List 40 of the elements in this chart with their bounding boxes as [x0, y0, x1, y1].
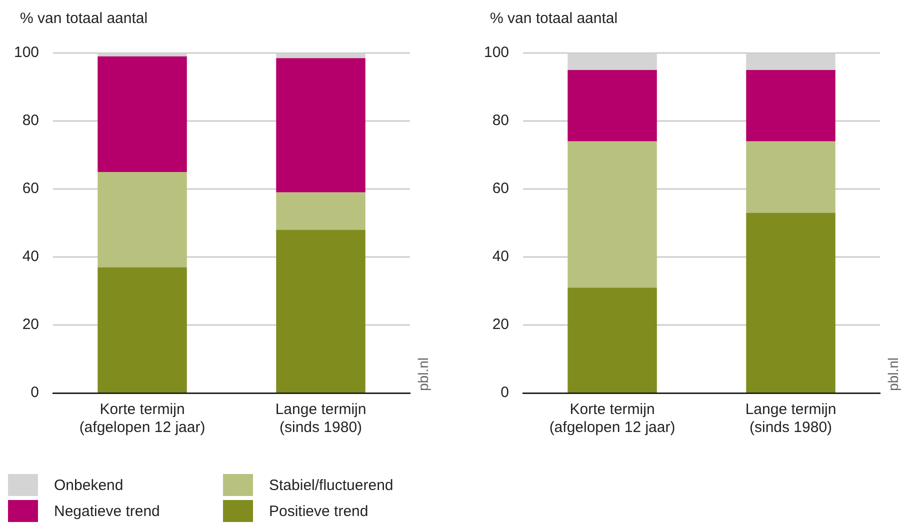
- bar: [276, 230, 366, 392]
- text: pbl.nl: [414, 358, 431, 391]
- x-tick-label: Korte termijn (afgelopen 12 jaar): [549, 401, 676, 436]
- y-tick-label: 80: [22, 112, 40, 130]
- bar: [276, 58, 366, 192]
- bar: [98, 172, 187, 268]
- bar: [568, 141, 657, 288]
- y-tick-label: 40: [492, 248, 510, 266]
- y-tick-label: 40: [22, 248, 40, 266]
- legend-label: Negatieve trend: [54, 502, 160, 520]
- bar: [568, 288, 657, 392]
- y-tick-label: 20: [22, 316, 40, 334]
- legend-label: Positieve trend: [269, 502, 368, 520]
- y-tick-label: 20: [492, 316, 510, 334]
- x-tick-label: Korte termijn (afgelopen 12 jaar): [79, 401, 206, 436]
- bar: [746, 212, 836, 392]
- bar: [98, 267, 187, 392]
- x-tick-label: Lange termijn (sinds 1980): [275, 401, 366, 436]
- y-tick-label: 0: [500, 384, 510, 402]
- bar: [746, 53, 836, 70]
- y-tick-label: 60: [492, 180, 510, 198]
- y-tick-label: 100: [14, 44, 40, 62]
- bar: [98, 56, 187, 172]
- y-tick-label: 60: [22, 180, 40, 198]
- y-tick-label: 0: [30, 384, 40, 402]
- y-axis-title: % van totaal aantal: [20, 10, 148, 27]
- legend-label: Onbekend: [54, 476, 124, 494]
- bar: [98, 53, 187, 56]
- text: pbl.nl: [884, 358, 901, 391]
- bar: [568, 53, 657, 70]
- y-axis-title: % van totaal aantal: [490, 10, 618, 27]
- x-tick-label: Lange termijn (sinds 1980): [745, 401, 836, 436]
- legend-label: Stabiel/fluctuerend: [269, 476, 394, 494]
- bar: [746, 70, 836, 142]
- bar: [276, 192, 366, 230]
- bar: [276, 53, 366, 58]
- bar: [746, 141, 836, 213]
- bar: [568, 70, 657, 142]
- y-tick-label: 80: [492, 112, 510, 130]
- y-tick-label: 100: [484, 44, 510, 62]
